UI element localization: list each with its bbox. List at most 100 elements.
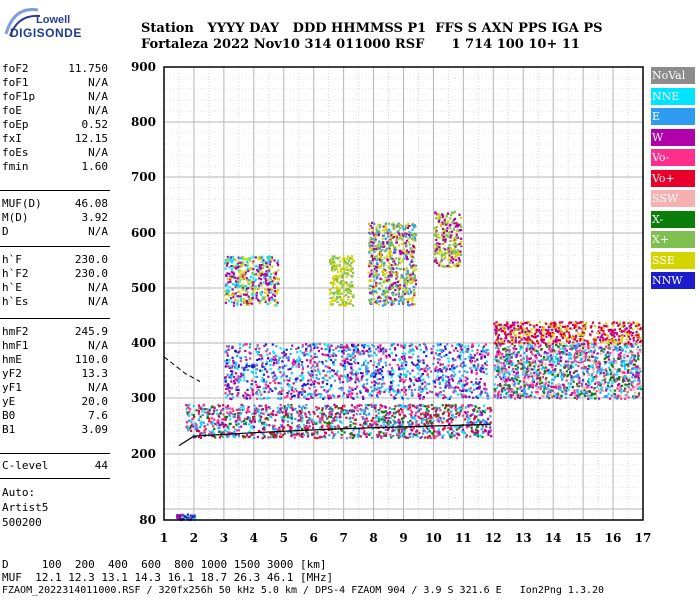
echo-point xyxy=(480,421,483,424)
echo-point xyxy=(231,346,234,349)
echo-point xyxy=(340,346,343,349)
echo-point xyxy=(471,349,474,352)
echo-point xyxy=(346,358,349,361)
echo-point xyxy=(362,352,365,355)
echo-point xyxy=(275,377,278,380)
echo-point xyxy=(401,422,404,425)
echo-point xyxy=(394,405,397,408)
echo-point xyxy=(240,273,243,276)
echo-point xyxy=(310,370,313,373)
echo-point xyxy=(495,342,498,345)
echo-point xyxy=(190,419,193,423)
echo-point xyxy=(259,256,262,259)
echo-point xyxy=(185,404,188,407)
echo-point xyxy=(508,373,511,376)
echo-point xyxy=(438,381,441,385)
echo-point xyxy=(525,374,528,377)
echo-point xyxy=(323,421,326,424)
echo-point xyxy=(448,378,451,381)
echo-point xyxy=(272,410,275,413)
echo-point xyxy=(247,405,250,409)
echo-point xyxy=(266,265,269,268)
echo-point xyxy=(326,379,329,382)
echo-point xyxy=(271,389,274,393)
echo-point xyxy=(283,415,286,418)
echo-point xyxy=(506,354,509,358)
echo-point xyxy=(424,385,427,388)
echo-point xyxy=(450,406,453,409)
echo-point xyxy=(428,427,431,430)
echo-point xyxy=(417,365,420,368)
echo-point xyxy=(252,427,255,430)
echo-point xyxy=(470,404,474,407)
echo-point xyxy=(265,410,268,413)
echo-point xyxy=(431,432,434,435)
echo-point xyxy=(576,390,579,393)
echo-point xyxy=(453,389,456,392)
echo-point xyxy=(228,414,231,417)
echo-point xyxy=(338,378,341,381)
echo-point xyxy=(319,417,322,420)
echo-point xyxy=(624,375,628,378)
echo-point xyxy=(623,379,626,382)
echo-point xyxy=(274,357,277,360)
echo-point xyxy=(452,430,455,433)
echo-point xyxy=(520,336,523,339)
echo-point xyxy=(463,432,467,435)
echo-point xyxy=(370,425,373,428)
echo-point xyxy=(412,353,415,356)
echo-point xyxy=(473,418,476,421)
echo-point xyxy=(610,394,613,397)
echo-point xyxy=(529,363,532,366)
echo-point xyxy=(462,389,465,392)
echo-point xyxy=(227,388,230,391)
echo-point xyxy=(495,344,498,347)
echo-point xyxy=(301,361,304,364)
echo-point xyxy=(504,350,508,353)
echo-point xyxy=(543,384,546,387)
echo-point xyxy=(510,329,513,332)
echo-point xyxy=(444,384,447,388)
echo-point xyxy=(242,344,245,347)
echo-point xyxy=(471,413,475,416)
echo-point xyxy=(415,421,418,424)
echo-point xyxy=(383,411,386,414)
echo-point xyxy=(453,367,456,370)
echo-point xyxy=(485,364,488,367)
echo-point xyxy=(444,348,447,351)
echo-point xyxy=(520,338,523,341)
echo-point xyxy=(621,348,624,351)
echo-point xyxy=(413,383,416,386)
echo-point xyxy=(313,412,316,415)
echo-point xyxy=(243,366,246,369)
echo-point xyxy=(502,370,505,373)
echo-point xyxy=(478,381,481,384)
echo-point xyxy=(547,326,550,329)
echo-point xyxy=(536,377,539,380)
echo-point xyxy=(533,333,536,336)
echo-point xyxy=(236,394,239,397)
echo-point xyxy=(526,339,529,342)
echo-point xyxy=(471,343,474,346)
echo-point xyxy=(432,435,435,438)
echo-point xyxy=(558,358,562,361)
echo-point xyxy=(398,413,402,416)
echo-point xyxy=(357,433,360,436)
echo-point xyxy=(515,390,518,393)
echo-point xyxy=(487,352,490,355)
echo-point xyxy=(281,411,284,414)
param-value: 3.09 xyxy=(81,423,109,436)
echo-point xyxy=(479,377,482,381)
echo-point xyxy=(314,422,317,425)
echo-point xyxy=(496,384,499,387)
echo-point xyxy=(415,406,418,409)
param-row-he: h`E N/A xyxy=(2,281,108,295)
echo-point xyxy=(375,394,379,397)
echo-point xyxy=(256,358,259,362)
echo-point xyxy=(440,394,443,397)
echo-point xyxy=(625,377,628,380)
echo-point xyxy=(371,372,374,375)
echo-point xyxy=(372,364,375,367)
echo-point xyxy=(385,350,388,353)
echo-point xyxy=(373,380,376,383)
